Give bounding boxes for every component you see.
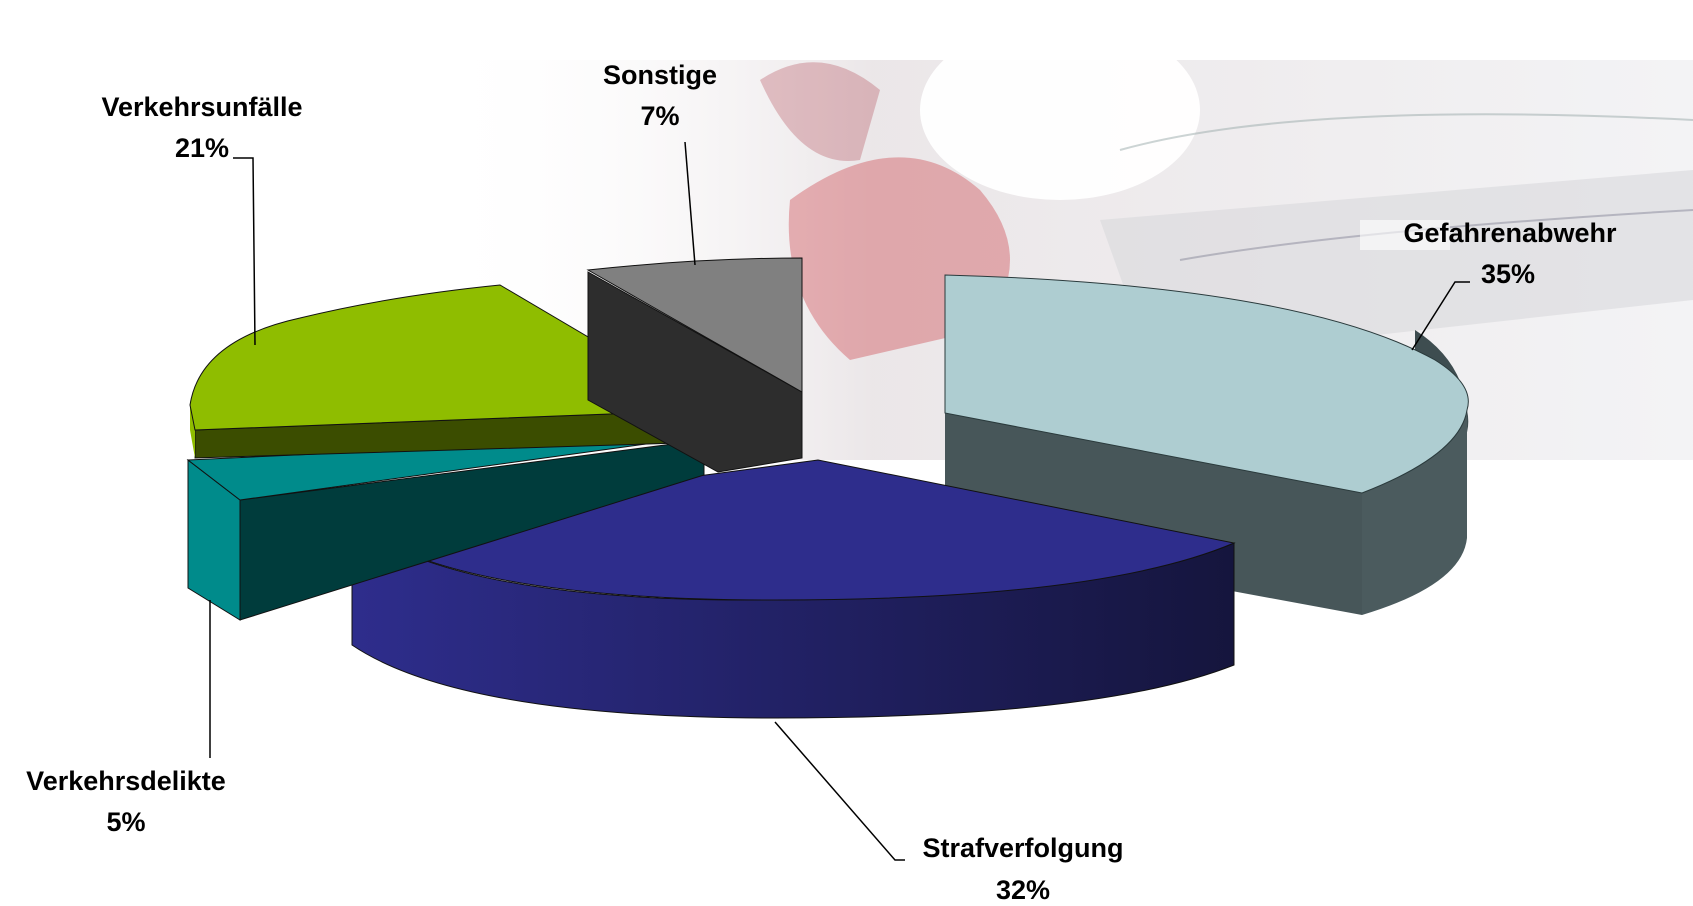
pct-gefahrenabwehr: 35% [1481,259,1535,289]
slice-sonstige-top [586,257,803,393]
slice-gefahrenabwehr [944,274,1469,615]
label-verkehrsdelikte: Verkehrsdelikte [26,766,226,796]
leader-lines [209,141,1470,861]
leader-line-gefahrenabwehr [1411,281,1470,351]
leader-line-verkehrsunfaelle [233,157,256,346]
data-labels: Gefahrenabwehr 35% Strafverfolgung 32% V… [26,60,1617,905]
leader-line-strafverfolgung [774,721,905,861]
pct-verkehrsdelikte: 5% [106,807,145,837]
slice-gefahrenabwehr-top [944,274,1469,494]
leader-line-sonstige [684,141,696,266]
slice-verkehrsunfaelle-side-outer [190,400,195,458]
label-verkehrsunfaelle: Verkehrsunfälle [101,92,302,122]
slice-strafverfolgung-side [351,520,1235,719]
label-gefahrenabwehr: Gefahrenabwehr [1403,218,1617,248]
label-sonstige: Sonstige [603,60,717,90]
label-strafverfolgung: Strafverfolgung [922,833,1123,863]
pct-sonstige: 7% [640,101,679,131]
slice-sonstige [586,257,803,473]
slice-verkehrsunfaelle [189,284,714,459]
slice-gefahrenabwehr-side [1362,410,1467,615]
pct-verkehrsunfaelle: 21% [175,133,229,163]
slice-verkehrsdelikte [186,435,705,621]
slice-verkehrsunfaelle-top [189,284,714,431]
pct-strafverfolgung: 32% [996,875,1050,905]
slice-gefahrenabwehr-side-front [945,413,1362,615]
